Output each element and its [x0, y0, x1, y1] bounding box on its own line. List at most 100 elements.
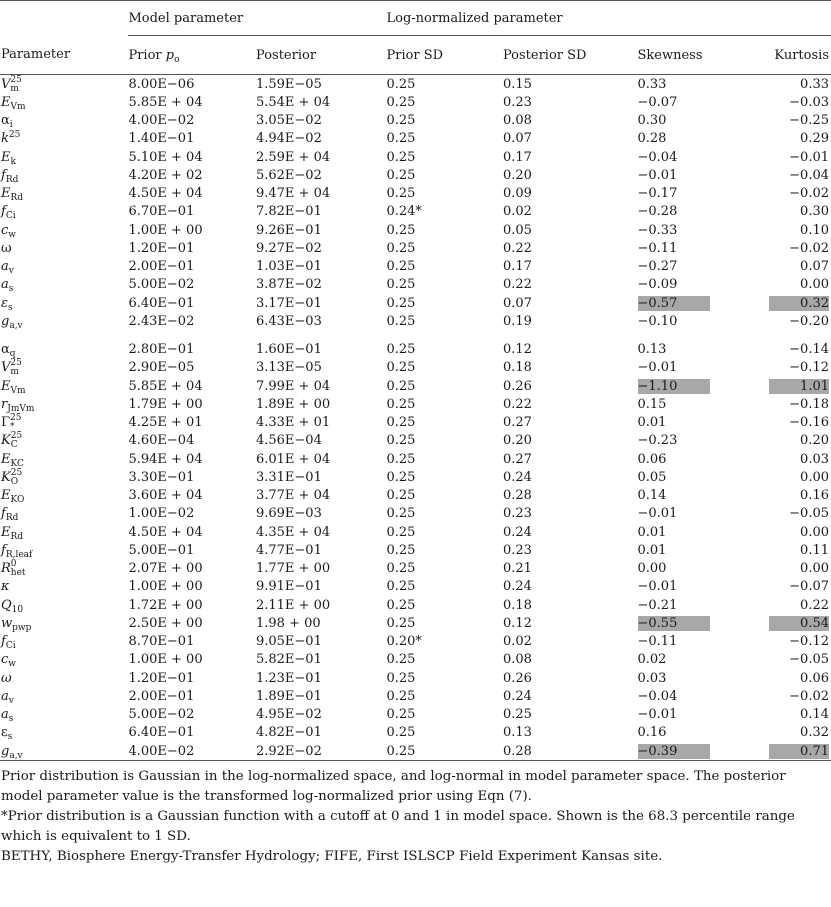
table-row: EKO 3.60E + 04 3.77E + 04 0.25 0.28 0.14 0.16 — [0, 487, 831, 505]
table-row: ERd 4.50E + 04 4.35E + 04 0.25 0.24 0.01 0.00 — [0, 523, 831, 542]
cell-prior: 2.43E−02 — [128, 313, 195, 329]
cell-posterior: 5.82E−01 — [255, 652, 322, 668]
cell-prior-sd: 0.25 — [386, 579, 416, 595]
cell-skewness: −0.39 — [637, 742, 764, 761]
symbol-base: ω — [1, 240, 12, 256]
symbol-superscript: 25 — [10, 413, 22, 424]
parameter-symbol: R 0 het — [1, 559, 26, 578]
cell-kurtosis: −0.01 — [763, 148, 831, 166]
cell-skewness: 0.02 — [638, 651, 764, 669]
cell-prior: 5.10E + 04 — [128, 149, 203, 165]
cell-prior: 5.00E−02 — [128, 707, 195, 723]
cell-parameter: Ek — [0, 148, 128, 167]
cell-skewness: −0.11 — [638, 633, 764, 651]
symbol-base: E — [1, 451, 11, 467]
symbol-superscript: 0 — [10, 559, 17, 570]
parameter-symbol: ga,v — [1, 743, 23, 761]
kurtosis-value: −0.02 — [789, 688, 829, 704]
skewness-value: 0.33 — [637, 76, 667, 92]
skewness-value: 0.00 — [637, 561, 667, 577]
cell-prior-sd: 0.25 — [386, 277, 416, 293]
cell-parameter: EKO — [0, 487, 128, 505]
parameter-symbol: EKC — [1, 451, 24, 469]
symbol-subscript: a,v — [9, 750, 23, 761]
symbol-subscript: w — [8, 659, 16, 670]
cell-prior-sd: 0.25 — [386, 707, 416, 723]
cell-kurtosis: −0.18 — [763, 395, 831, 413]
cell-prior-sd: 0.25 — [386, 688, 416, 704]
symbol-subscript: s — [8, 284, 14, 295]
symbol-base: E — [1, 149, 11, 165]
skewness-value: −0.04 — [637, 688, 678, 704]
cell-posterior-sd: 0.20 — [502, 167, 532, 183]
cell-skewness: 0.16 — [638, 724, 764, 742]
cell-skewness: 0.06 — [638, 450, 764, 468]
kurtosis-value: −0.05 — [789, 652, 829, 668]
cell-parameter: EVm — [0, 377, 128, 396]
cell-parameter: rJmVm — [0, 395, 128, 414]
cell-posterior-sd: 0.08 — [502, 652, 532, 668]
symbol-subscript: * — [10, 422, 15, 433]
table-row: Q10 1.72E + 00 2.11E + 00 0.25 0.18 −0.21 0.22 — [0, 596, 831, 615]
cell-prior-sd: 0.25 — [386, 113, 416, 129]
header-column-row: Parameter Prior po Posterior Prior SD Po… — [0, 36, 831, 75]
symbol-base: ε — [1, 295, 8, 311]
parameter-symbol: rJmVm — [1, 397, 34, 414]
cell-prior-sd: 0.25 — [386, 561, 416, 577]
cell-prior: 4.25E + 01 — [128, 415, 203, 431]
symbol-superscript: 25 — [10, 467, 23, 478]
skewness-value: −0.57 — [637, 295, 710, 311]
table-row: as 5.00E−02 3.87E−02 0.25 0.22 −0.09 0.00 — [0, 276, 831, 294]
cell-kurtosis: 0.14 — [763, 706, 831, 724]
cell-prior-sd: 0.25 — [386, 615, 416, 631]
cell-skewness: 0.14 — [638, 487, 764, 505]
symbol-subscript: k — [10, 156, 16, 167]
cell-posterior-sd: 0.23 — [502, 542, 532, 558]
cell-posterior: 2.11E + 00 — [255, 597, 331, 613]
col-prior: Prior po — [128, 47, 180, 65]
cell-skewness: −0.10 — [638, 312, 764, 330]
cell-skewness: −0.21 — [638, 596, 764, 614]
table-row: αi 4.00E−02 3.05E−02 0.25 0.08 0.30 −0.25 — [0, 112, 831, 130]
cell-prior-sd: 0.25 — [386, 167, 416, 183]
cell-prior: 5.94E + 04 — [128, 451, 203, 467]
cell-posterior-sd: 0.21 — [502, 561, 532, 577]
cell-posterior-sd: 0.24 — [502, 688, 532, 704]
cell-posterior-sd: 0.19 — [502, 313, 532, 329]
parameter-symbol: ERd — [1, 186, 23, 203]
cell-prior: 5.85E + 04 — [128, 94, 203, 110]
table-row: ga,v 4.00E−02 2.92E−02 0.25 0.28 −0.39 0.71 — [0, 742, 831, 761]
cell-skewness: 0.01 — [638, 541, 764, 559]
kurtosis-value: 0.20 — [800, 433, 829, 449]
cell-kurtosis: 0.33 — [763, 75, 831, 94]
cell-posterior-sd: 0.28 — [502, 488, 532, 504]
skewness-value: −0.01 — [637, 707, 678, 723]
cell-prior: 1.20E−01 — [128, 240, 195, 256]
cell-posterior: 4.94E−02 — [255, 131, 322, 147]
cell-posterior: 1.03E−01 — [255, 259, 322, 275]
cell-skewness: 0.01 — [638, 414, 764, 432]
cell-parameter: ω — [0, 669, 128, 687]
symbol-base: g — [1, 743, 10, 759]
table-row: EKC 5.94E + 04 6.01E + 04 0.25 0.27 0.06 0.03 — [0, 450, 831, 469]
cell-kurtosis: 0.29 — [763, 130, 831, 148]
table-row: as 5.00E−02 4.95E−02 0.25 0.25 −0.01 0.14 — [0, 706, 831, 724]
cell-kurtosis: 0.30 — [763, 203, 831, 221]
footnote-cutoff: *Prior distribution is a Gaussian functi… — [1, 809, 795, 844]
table-row: ga,v 2.43E−02 6.43E−03 0.25 0.19 −0.10 −0.20 — [0, 312, 831, 331]
cell-posterior-sd: 0.02 — [502, 204, 532, 220]
cell-parameter: εs — [0, 724, 128, 742]
table-row: K 25 O 3.30E−01 3.31E−01 0.25 0.24 0.05 0.00 — [0, 468, 831, 486]
cell-posterior: 3.13E−05 — [255, 360, 322, 376]
cell-parameter: as — [0, 276, 128, 294]
parameter-symbol: εs — [1, 295, 13, 313]
parameter-symbol: ERd — [1, 525, 23, 542]
cell-parameter: as — [0, 706, 128, 724]
symbol-subscript: v — [8, 695, 14, 706]
symbol-superscript: 25 — [10, 431, 23, 442]
cell-parameter: V 25 m — [0, 75, 128, 94]
cell-prior-sd: 0.25 — [386, 743, 416, 759]
footnotes: Prior distribution is Gaussian in the lo… — [1, 767, 829, 867]
symbol-subscript: KO — [10, 495, 25, 506]
parameter-symbol: av — [1, 259, 14, 276]
